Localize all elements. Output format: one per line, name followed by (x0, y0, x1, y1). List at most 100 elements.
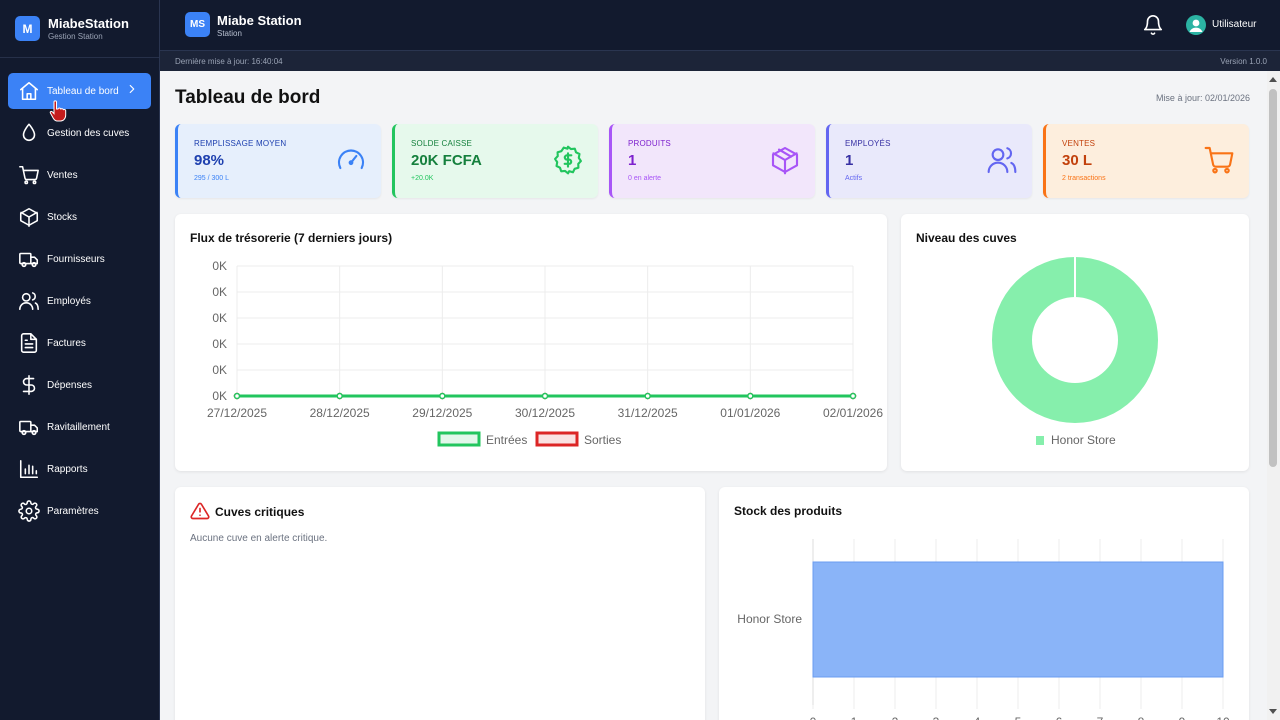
cashflow-card: Flux de trésorerie (7 derniers jours) 0K… (175, 214, 887, 471)
x-tick-label: 29/12/2025 (412, 406, 472, 420)
brand: M MiabeStation Gestion Station (0, 0, 159, 58)
cashflow-title: Flux de trésorerie (7 derniers jours) (190, 231, 393, 245)
legend-swatch (1036, 436, 1044, 445)
sidebar-item-depenses[interactable]: Dépenses (8, 367, 151, 403)
brand-name: MiabeStation (48, 16, 129, 31)
kpi-sub: Actifs (845, 175, 863, 182)
sidebar-item-stocks[interactable]: Stocks (8, 199, 151, 235)
x-tick-label: 27/12/2025 (207, 406, 267, 420)
x-tick-label: 6 (1056, 715, 1063, 720)
truck-icon (19, 420, 39, 436)
kpi-label: Produits (628, 139, 671, 148)
stock-card: Stock des produits 0 1 2 3 4 5 6 7 8 9 10 Honor Sto… (719, 487, 1249, 720)
bar (812, 561, 1224, 678)
status-bar: Dernière mise à jour: 16:40:04 Version 1… (160, 50, 1280, 71)
stock-title: Stock des produits (734, 504, 843, 518)
kpi-label: Solde caisse (411, 139, 473, 148)
data-point (644, 392, 651, 400)
kpi-card: Employés 1 Actifs (826, 124, 1032, 198)
scrollbar[interactable] (1267, 71, 1280, 720)
users-icon (987, 147, 1017, 174)
y-category-label: Honor Store (737, 612, 802, 626)
package-icon (771, 146, 799, 175)
page-updated: Mise à jour: 02/01/2026 (1155, 93, 1250, 103)
sidebar-item-label: Rapports (47, 463, 88, 475)
kpi-label: Employés (845, 139, 891, 148)
x-tick-label: 01/01/2026 (720, 406, 780, 420)
y-tick-label: 0K (212, 363, 227, 377)
sidebar-item-parametres[interactable]: Paramètres (8, 493, 151, 529)
sidebar-item-tableau-de-bord[interactable]: Tableau de bord (8, 73, 151, 109)
kpi-card: Solde caisse 20K FCFA +20.0K (392, 124, 598, 198)
critical-empty-text: Aucune cuve en alerte critique. (190, 533, 328, 544)
legend-swatch (437, 431, 481, 447)
legend-label: Entrées (486, 433, 527, 447)
droplet-icon (22, 123, 36, 142)
critical-card: Cuves critiques Aucune cuve en alerte cr… (175, 487, 705, 720)
x-tick-label: 02/01/2026 (823, 406, 883, 420)
x-tick-label: 31/12/2025 (618, 406, 678, 420)
scroll-up-icon[interactable] (1269, 77, 1277, 82)
critical-title: Cuves critiques (215, 505, 305, 519)
sidebar-item-label: Employés (47, 295, 91, 307)
station-name: Miabe Station (217, 13, 302, 28)
kpi-label: Remplissage moyen (194, 139, 287, 148)
sidebar-item-factures[interactable]: Factures (8, 325, 151, 361)
x-tick-label: 1 (851, 715, 858, 720)
x-tick-label: 8 (1138, 715, 1145, 720)
gauge-icon (337, 149, 365, 170)
cart-icon (1204, 146, 1234, 174)
brand-logo: M (15, 16, 40, 41)
data-point (336, 392, 343, 400)
sidebar-item-gestion-des-cuves[interactable]: Gestion des cuves (8, 115, 151, 151)
data-point (849, 392, 857, 400)
sidebar-item-label: Paramètres (47, 505, 99, 517)
sidebar-item-label: Gestion des cuves (47, 127, 130, 139)
kpi-card: Produits 1 0 en alerte (609, 124, 815, 198)
user-avatar-icon[interactable] (1186, 15, 1206, 35)
app-logo: MS (185, 12, 210, 37)
kpi-value: 30 L (1062, 152, 1093, 169)
sidebar-item-label: Dépenses (47, 379, 93, 391)
sidebar-item-label: Ventes (47, 169, 78, 181)
version-text: Version 1.0.0 (1220, 57, 1267, 66)
kpi-label: Ventes (1062, 139, 1096, 148)
users-icon (19, 292, 39, 311)
scroll-down-icon[interactable] (1269, 709, 1277, 714)
sidebar-item-label: Fournisseurs (47, 253, 105, 265)
box-icon (19, 207, 39, 227)
x-tick-label: 4 (974, 715, 981, 720)
tanks-chart: Honor Store (992, 257, 1158, 447)
x-tick-label: 5 (1015, 715, 1022, 720)
x-tick-label: 3 (933, 715, 940, 720)
data-point (541, 392, 549, 400)
topbar: MS Miabe Station Station Utilisateur (160, 0, 1280, 50)
x-tick-label: 9 (1179, 715, 1186, 720)
sidebar-item-rapports[interactable]: Rapports (8, 451, 151, 487)
data-point (233, 392, 241, 400)
kpi-value: 20K FCFA (411, 152, 482, 169)
kpi-card: Remplissage moyen 98% 295 / 300 L (175, 124, 381, 198)
sidebar-item-employes[interactable]: Employés (8, 283, 151, 319)
bell-icon[interactable] (1142, 14, 1164, 36)
sidebar-item-fournisseurs[interactable]: Fournisseurs (8, 241, 151, 277)
data-point (747, 392, 754, 400)
brand-subtitle: Gestion Station (48, 32, 103, 41)
user-name[interactable]: Utilisateur (1212, 19, 1257, 30)
stock-chart: 0 1 2 3 4 5 6 7 8 9 10 Honor Store (737, 539, 1230, 720)
sidebar-item-label: Ravitaillement (47, 421, 110, 433)
x-tick-label: 30/12/2025 (515, 406, 575, 420)
sidebar: M MiabeStation Gestion Station Tableau d… (0, 0, 160, 720)
sidebar-item-ventes[interactable]: Ventes (8, 157, 151, 193)
alert-triangle-icon (190, 502, 210, 520)
y-tick-label: 0K (212, 389, 227, 403)
scrollbar-thumb[interactable] (1269, 89, 1277, 467)
legend-label: Sorties (584, 433, 621, 447)
truck-icon (19, 252, 39, 268)
chevron-right-icon (129, 84, 135, 94)
dollar-icon (22, 375, 36, 395)
sidebar-item-ravitaillement[interactable]: Ravitaillement (8, 409, 151, 445)
tanks-title: Niveau des cuves (916, 231, 1017, 245)
gear-icon (18, 500, 40, 522)
kpi-card: Ventes 30 L 2 transactions (1043, 124, 1249, 198)
